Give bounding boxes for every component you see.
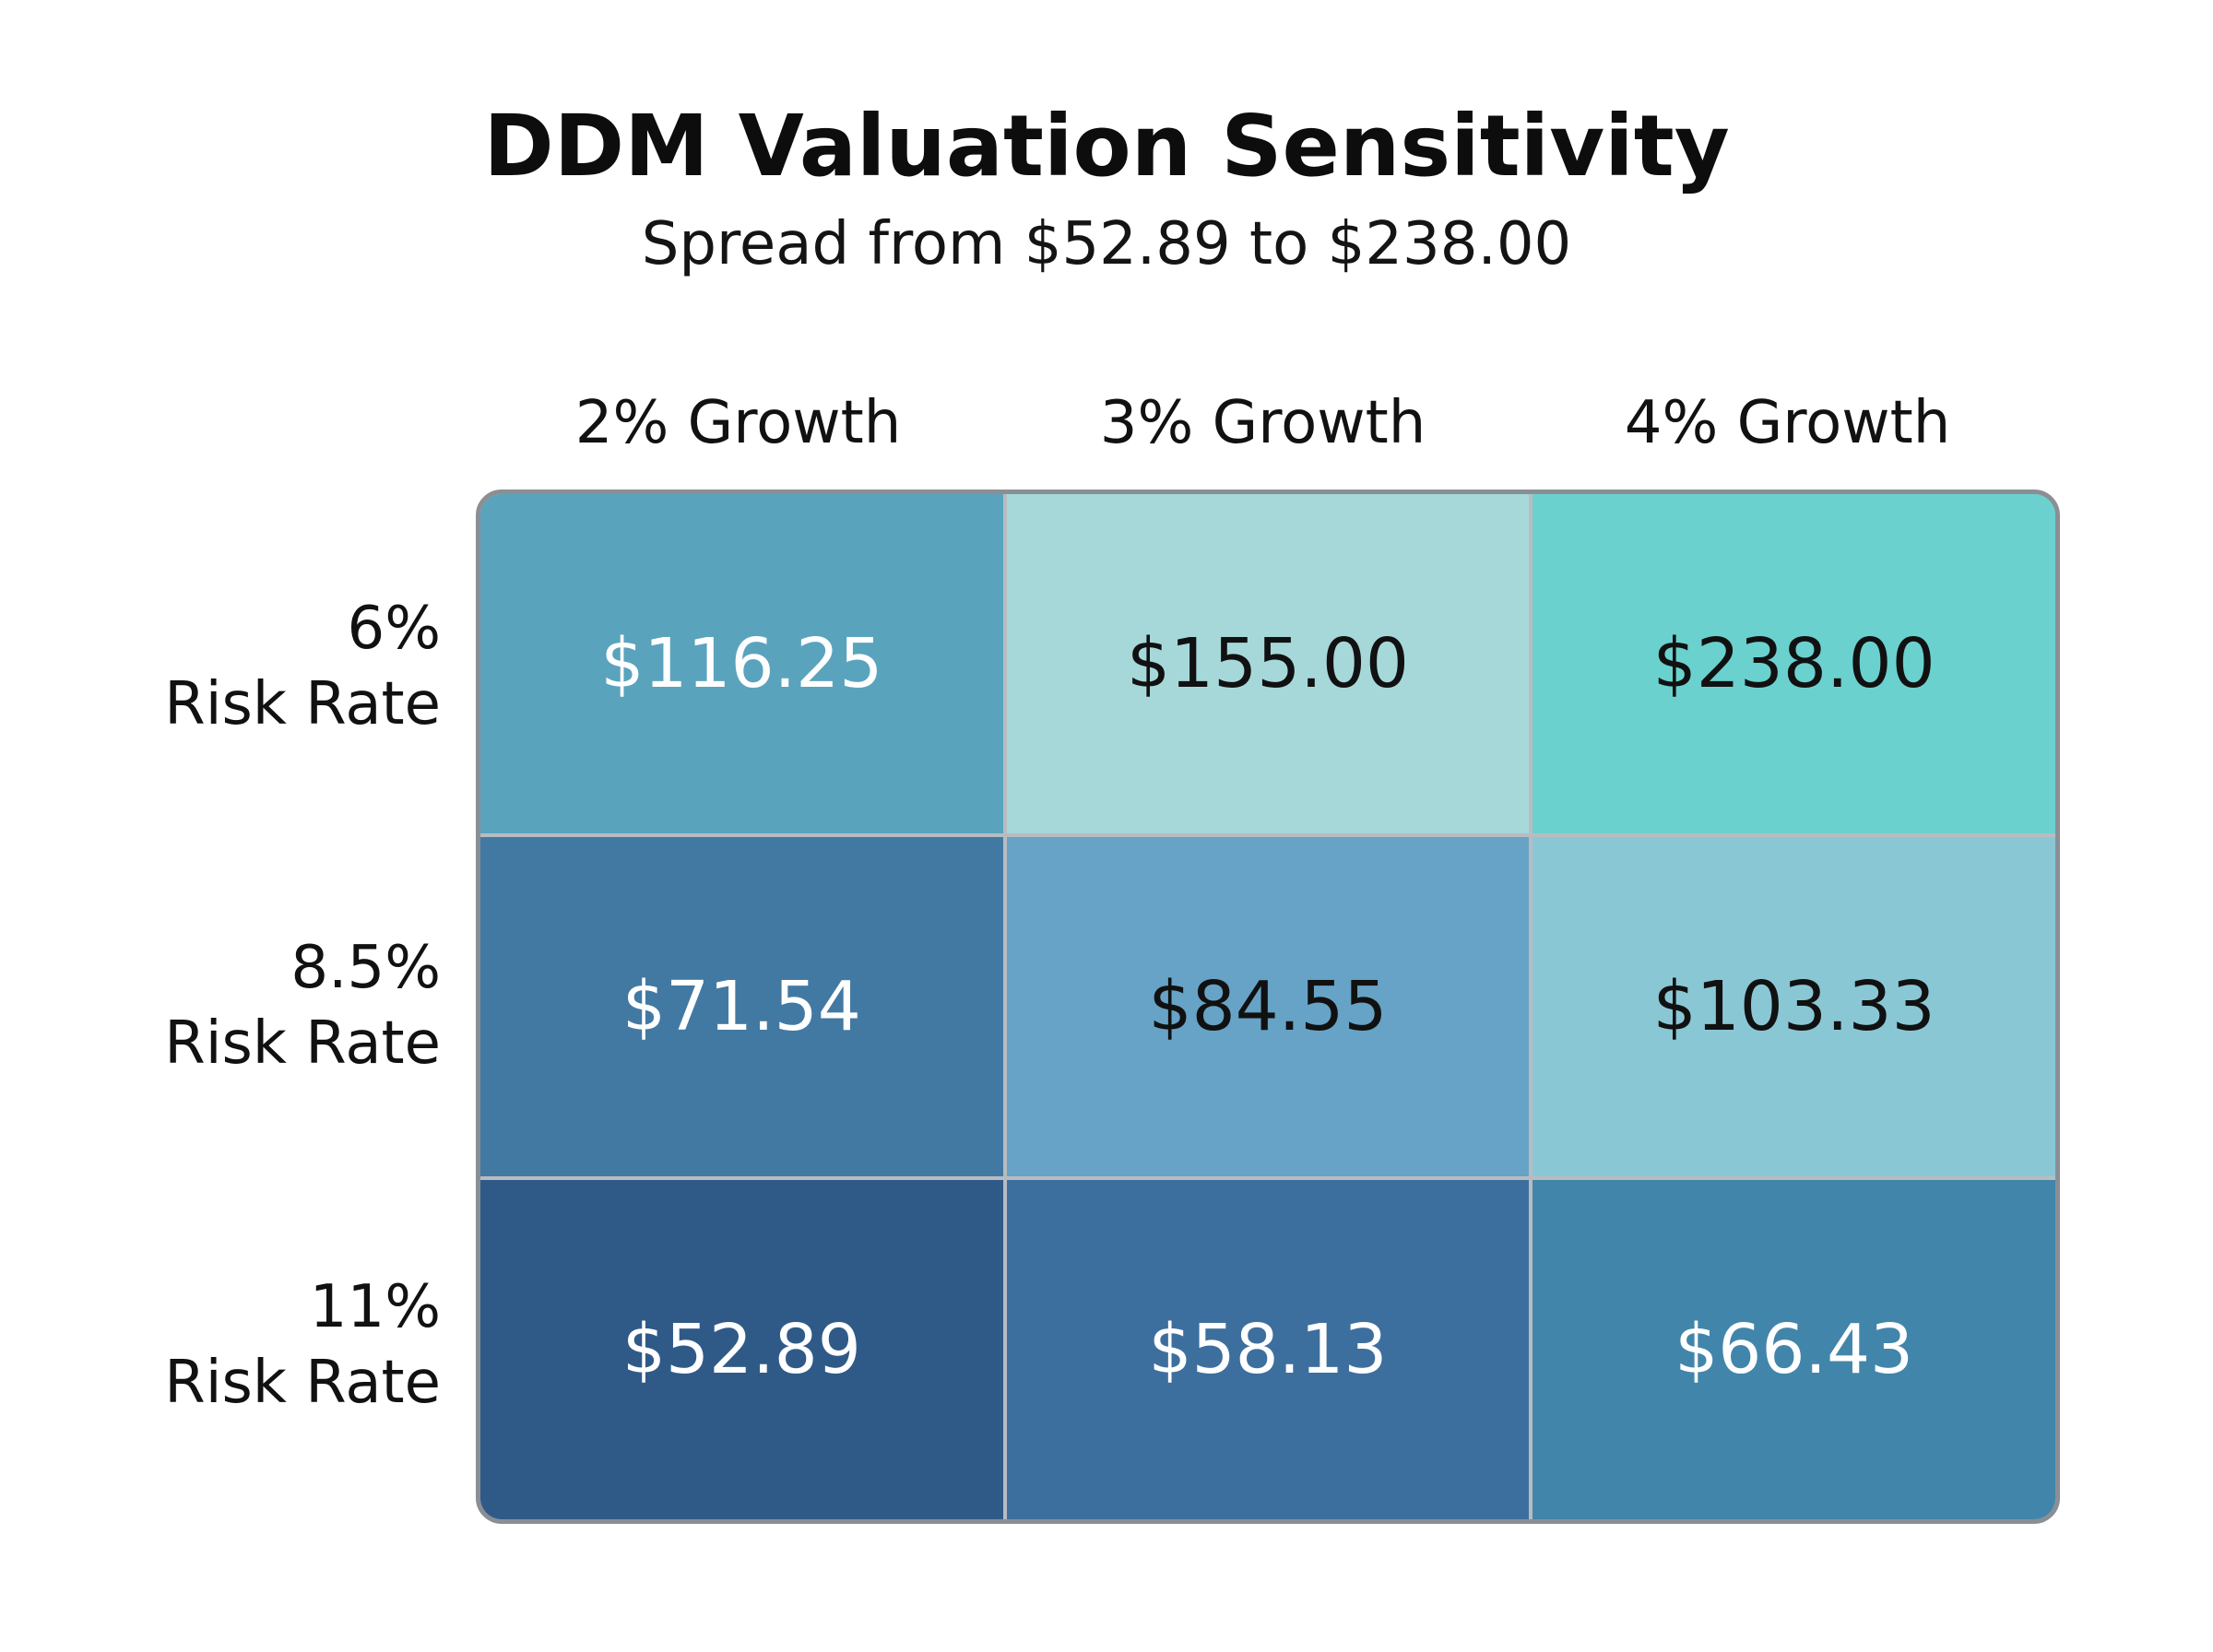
row-label-text: Risk Rate [164,1009,441,1078]
heatmap-cell-r2-c1: $58.13 [1006,1180,1530,1519]
row-label-6pct-risk: 6% Risk Rate [55,591,441,742]
row-label-rate: 6% [347,595,441,663]
row-label-rate: 11% [309,1273,441,1341]
column-label-4pct-growth: 4% Growth [1624,389,1951,457]
column-label-2pct-growth: 2% Growth [574,389,902,457]
heatmap-cell-r1-c0: $71.54 [480,837,1003,1176]
chart-subtitle: Spread from $52.89 to $238.00 [641,210,1572,278]
heatmap-cell-r2-c2: $66.43 [1533,1180,2055,1519]
chart-title: DDM Valuation Sensitivity [483,97,1730,195]
row-label-11pct-risk: 11% Risk Rate [55,1269,441,1421]
heatmap-cell-r1-c2: $103.33 [1533,837,2055,1176]
row-label-8-5pct-risk: 8.5% Risk Rate [55,930,441,1081]
column-label-3pct-growth: 3% Growth [1099,389,1426,457]
heatmap-cell-r0-c0: $116.25 [480,494,1003,833]
heatmap-grid: $116.25 $155.00 $238.00 $71.54 $84.55 $103.33… [476,490,2060,1524]
row-label-text: Risk Rate [164,1349,441,1417]
heatmap-cell-r0-c1: $155.00 [1006,494,1530,833]
heatmap-cell-r2-c0: $52.89 [480,1180,1003,1519]
row-label-text: Risk Rate [164,670,441,738]
row-label-rate: 8.5% [290,934,441,1002]
heatmap-cell-r1-c1: $84.55 [1006,837,1530,1176]
heatmap-cell-r0-c2: $238.00 [1533,494,2055,833]
